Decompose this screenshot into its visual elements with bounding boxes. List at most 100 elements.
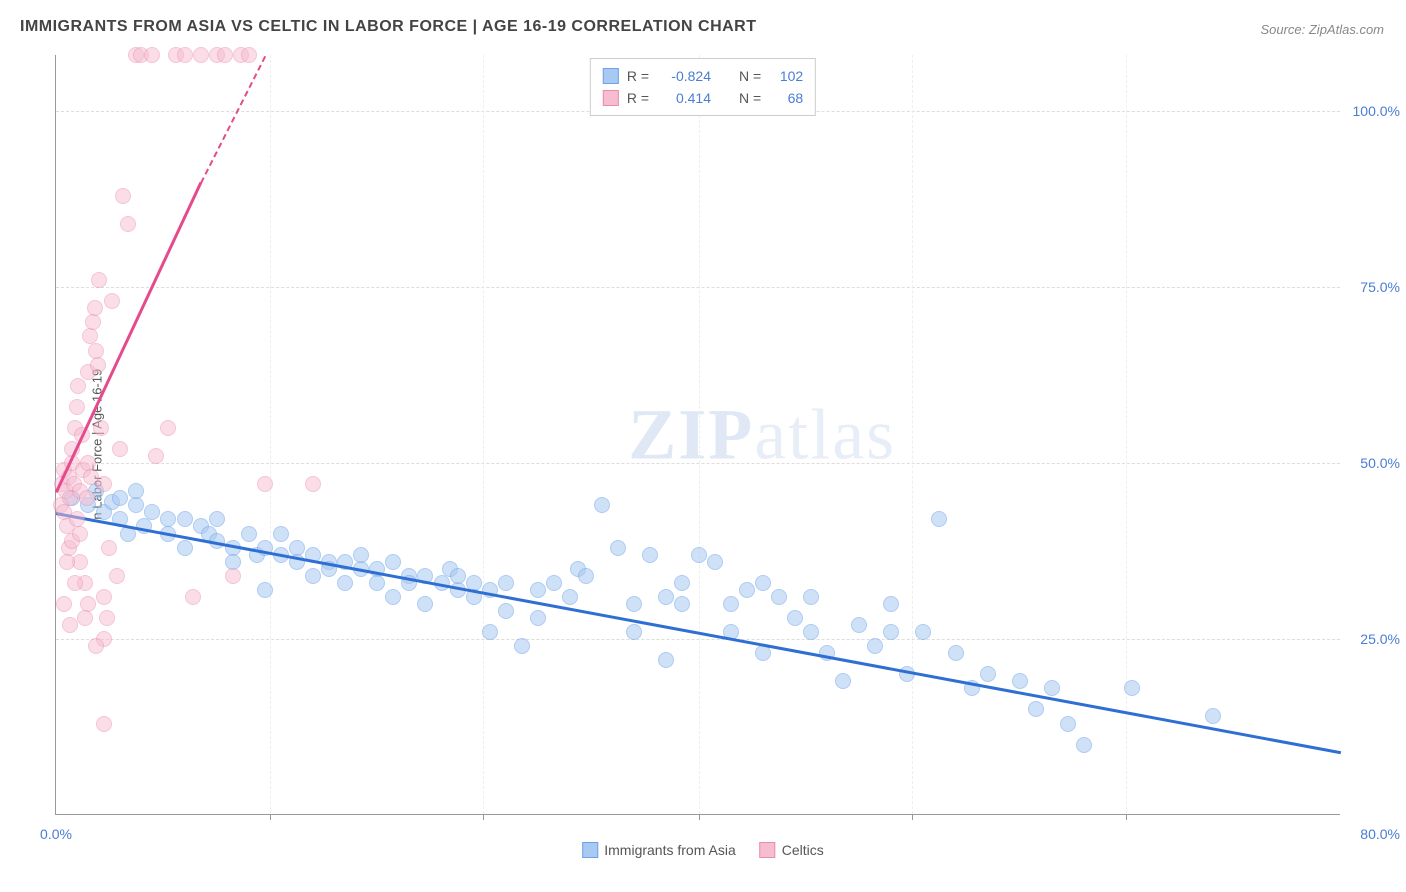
data-point — [177, 47, 193, 63]
data-point — [883, 596, 899, 612]
data-point — [59, 554, 75, 570]
gridline-v — [270, 55, 271, 814]
data-point — [867, 638, 883, 654]
data-point — [77, 610, 93, 626]
data-point — [610, 540, 626, 556]
source-label: Source: ZipAtlas.com — [1260, 22, 1384, 37]
data-point — [96, 476, 112, 492]
legend-swatch — [603, 68, 619, 84]
y-tick-label: 25.0% — [1360, 631, 1400, 647]
legend-n-value: 68 — [769, 87, 803, 109]
y-tick-label: 100.0% — [1353, 103, 1400, 119]
legend-r-label: R = — [627, 87, 649, 109]
data-point — [931, 511, 947, 527]
plot-area: ZIPatlas 25.0%50.0%75.0%100.0%0.0%80.0% — [55, 55, 1340, 815]
data-point — [185, 589, 201, 605]
x-tick-mark — [912, 814, 913, 820]
data-point — [353, 547, 369, 563]
legend-stats: R =-0.824N =102R =0.414N =68 — [590, 58, 816, 116]
x-tick-mark — [699, 814, 700, 820]
data-point — [72, 526, 88, 542]
data-point — [626, 596, 642, 612]
data-point — [193, 47, 209, 63]
data-point — [112, 490, 128, 506]
data-point — [87, 300, 103, 316]
data-point — [217, 47, 233, 63]
legend-stats-row: R =-0.824N =102 — [603, 65, 803, 87]
data-point — [674, 575, 690, 591]
data-point — [128, 497, 144, 513]
legend-r-label: R = — [627, 65, 649, 87]
legend-swatch — [582, 842, 598, 858]
data-point — [225, 568, 241, 584]
data-point — [93, 420, 109, 436]
data-point — [771, 589, 787, 605]
data-point — [755, 575, 771, 591]
data-point — [1205, 708, 1221, 724]
data-point — [70, 378, 86, 394]
data-point — [851, 617, 867, 633]
data-point — [530, 610, 546, 626]
chart-title: IMMIGRANTS FROM ASIA VS CELTIC IN LABOR … — [20, 18, 757, 36]
data-point — [1012, 673, 1028, 689]
data-point — [980, 666, 996, 682]
data-point — [385, 589, 401, 605]
data-point — [1044, 680, 1060, 696]
data-point — [530, 582, 546, 598]
data-point — [120, 216, 136, 232]
data-point — [417, 596, 433, 612]
data-point — [1060, 716, 1076, 732]
data-point — [578, 568, 594, 584]
legend-stats-row: R = 0.414 N = 68 — [603, 87, 803, 109]
legend-swatch — [603, 90, 619, 106]
data-point — [707, 554, 723, 570]
data-point — [1028, 701, 1044, 717]
data-point — [498, 603, 514, 619]
x-tick-label: 0.0% — [40, 826, 72, 842]
data-point — [450, 568, 466, 584]
data-point — [148, 448, 164, 464]
data-point — [69, 399, 85, 415]
data-point — [96, 589, 112, 605]
data-point — [385, 554, 401, 570]
data-point — [948, 645, 964, 661]
legend-n-value: 102 — [769, 65, 803, 87]
legend-r-value: 0.414 — [657, 87, 711, 109]
gridline-v — [1126, 55, 1127, 814]
data-point — [67, 575, 83, 591]
data-point — [177, 511, 193, 527]
legend-n-label: N = — [739, 65, 761, 87]
data-point — [674, 596, 690, 612]
data-point — [594, 497, 610, 513]
trend-line-dashed — [200, 56, 266, 184]
data-point — [160, 420, 176, 436]
data-point — [101, 540, 117, 556]
data-point — [305, 568, 321, 584]
data-point — [79, 490, 95, 506]
x-tick-label: 80.0% — [1360, 826, 1400, 842]
data-point — [88, 638, 104, 654]
legend-series-item: Immigrants from Asia — [582, 842, 735, 858]
data-point — [104, 293, 120, 309]
data-point — [1076, 737, 1092, 753]
data-point — [257, 582, 273, 598]
data-point — [96, 716, 112, 732]
data-point — [1124, 680, 1140, 696]
gridline-v — [912, 55, 913, 814]
data-point — [257, 476, 273, 492]
x-tick-mark — [270, 814, 271, 820]
data-point — [626, 624, 642, 640]
data-point — [241, 47, 257, 63]
data-point — [112, 441, 128, 457]
data-point — [273, 526, 289, 542]
legend-n-label: N = — [739, 87, 761, 109]
data-point — [305, 476, 321, 492]
data-point — [658, 652, 674, 668]
data-point — [369, 575, 385, 591]
data-point — [56, 596, 72, 612]
data-point — [62, 617, 78, 633]
data-point — [642, 547, 658, 563]
data-point — [91, 272, 107, 288]
legend-series-label: Immigrants from Asia — [604, 842, 735, 858]
gridline-v — [483, 55, 484, 814]
